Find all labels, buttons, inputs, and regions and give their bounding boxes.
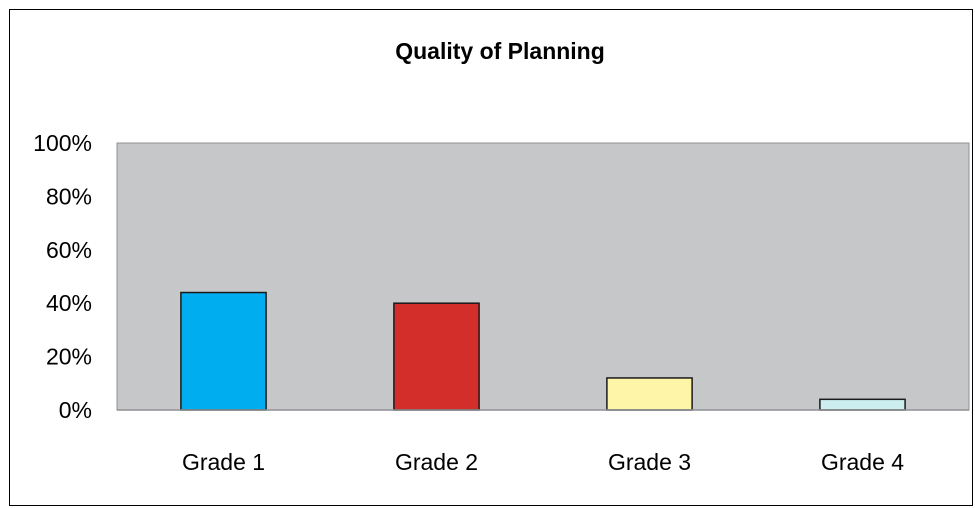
bar-grade-4 bbox=[819, 398, 906, 411]
bars bbox=[180, 291, 906, 411]
y-tick-label: 40% bbox=[46, 290, 92, 316]
y-axis-ticks: 0% 20% 40% 60% 80% 100% bbox=[33, 130, 92, 423]
chart-title: Quality of Planning bbox=[395, 38, 605, 64]
y-tick-label: 60% bbox=[46, 237, 92, 263]
x-tick-label: Grade 2 bbox=[395, 449, 478, 475]
bar-grade-1 bbox=[180, 291, 267, 411]
y-tick-label: 100% bbox=[33, 130, 92, 156]
x-tick-label: Grade 1 bbox=[182, 449, 265, 475]
bar-grade-3 bbox=[606, 377, 693, 411]
x-tick-label: Grade 4 bbox=[821, 449, 904, 475]
y-tick-label: 20% bbox=[46, 344, 92, 370]
y-tick-label: 80% bbox=[46, 183, 92, 209]
x-axis-ticks: Grade 1 Grade 2 Grade 3 Grade 4 bbox=[182, 449, 904, 475]
bar-grade-2 bbox=[393, 302, 480, 411]
y-tick-label: 0% bbox=[59, 397, 92, 423]
x-tick-label: Grade 3 bbox=[608, 449, 691, 475]
